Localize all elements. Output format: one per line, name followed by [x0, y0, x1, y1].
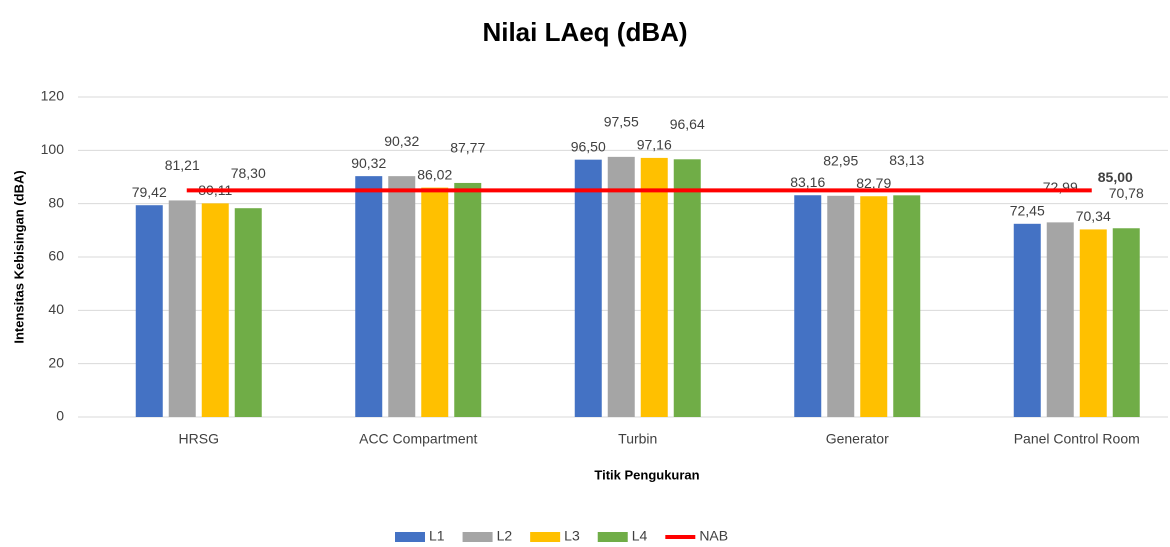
- data-label: 82,95: [823, 153, 858, 169]
- data-label: 86,02: [417, 166, 452, 182]
- data-label: 79,42: [132, 184, 167, 200]
- x-tick-label: Generator: [826, 431, 889, 447]
- bar: [607, 156, 635, 417]
- y-axis-title: Intensitas Kebisingan (dBA): [11, 170, 26, 343]
- data-label: 78,30: [231, 165, 266, 181]
- data-label: 83,16: [790, 174, 825, 190]
- bar: [1046, 222, 1074, 417]
- legend-swatch: [597, 532, 628, 542]
- legend-label: L3: [564, 528, 580, 544]
- bar: [1079, 229, 1107, 417]
- x-tick-label: Turbin: [618, 431, 657, 447]
- bar: [794, 195, 822, 417]
- legend-label: L2: [497, 528, 513, 544]
- bar: [168, 200, 196, 417]
- data-label: 87,77: [450, 140, 485, 156]
- y-tick-label: 0: [56, 408, 64, 424]
- y-tick-label: 100: [41, 141, 65, 157]
- data-label: 97,55: [604, 114, 639, 130]
- y-tick-label: 40: [48, 301, 64, 317]
- legend-label: NAB: [699, 528, 728, 544]
- data-label: 72,45: [1010, 203, 1045, 219]
- data-label: 81,21: [165, 157, 200, 173]
- bar: [201, 203, 229, 417]
- data-label: 70,34: [1076, 208, 1111, 224]
- bar: [421, 187, 449, 417]
- bar: [388, 176, 416, 417]
- data-label: 70,78: [1109, 185, 1144, 201]
- bar: [1112, 228, 1140, 417]
- bar: [355, 176, 383, 417]
- data-label: 96,50: [571, 138, 606, 154]
- bar: [454, 182, 482, 417]
- data-label: 96,64: [670, 116, 705, 132]
- x-tick-label: Panel Control Room: [1014, 431, 1140, 447]
- bar: [640, 157, 668, 417]
- chart-title: Nilai LAeq (dBA): [482, 17, 687, 47]
- legend-swatch: [462, 532, 493, 542]
- x-tick-label: ACC Compartment: [359, 431, 477, 447]
- line-label: 85,00: [1098, 169, 1133, 185]
- data-label: 90,32: [351, 155, 386, 171]
- legend-label: L1: [429, 528, 445, 544]
- x-axis-title: Titik Pengukuran: [594, 467, 699, 482]
- bar: [827, 195, 855, 417]
- y-tick-label: 80: [48, 194, 64, 210]
- data-label: 82,79: [856, 175, 891, 191]
- y-tick-label: 60: [48, 248, 64, 264]
- bar: [673, 159, 701, 417]
- legend-swatch: [395, 532, 425, 542]
- data-label: 90,32: [384, 133, 419, 149]
- bar: [135, 205, 163, 417]
- bar: [893, 195, 921, 417]
- bar: [860, 196, 888, 417]
- bar: [1013, 223, 1041, 417]
- y-tick-label: 120: [41, 88, 65, 104]
- data-label: 72,99: [1043, 179, 1078, 195]
- data-label: 97,16: [637, 137, 672, 153]
- bar: [574, 159, 602, 417]
- x-tick-label: HRSG: [179, 431, 219, 447]
- legend-swatch: [530, 532, 561, 542]
- y-tick-label: 20: [48, 354, 64, 370]
- bar: [234, 208, 262, 417]
- data-label: 83,13: [889, 152, 924, 168]
- legend-label: L4: [632, 528, 648, 544]
